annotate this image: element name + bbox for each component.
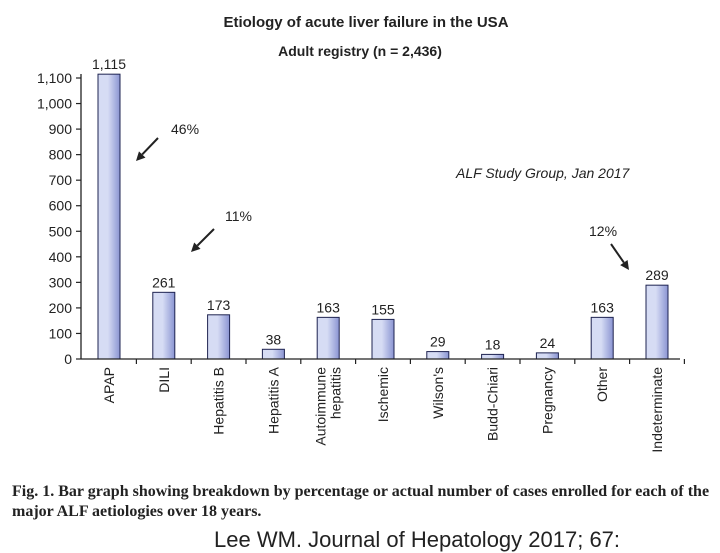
svg-text:Autoimmunehepatitis: Autoimmunehepatitis (313, 367, 344, 446)
bar-dili (152, 291, 176, 360)
y-tick-label: 800 (49, 147, 73, 163)
svg-text:Other: Other (594, 367, 610, 402)
y-tick-label: 700 (49, 172, 73, 188)
bar-value-label: 173 (207, 297, 231, 313)
svg-text:APAP: APAP (101, 367, 117, 403)
x-category-label: Autoimmunehepatitis (313, 367, 344, 446)
annotations-group: 46% 11% 12% (136, 121, 629, 270)
x-category-label: DILI (156, 367, 172, 393)
bar-value-label: 289 (645, 267, 669, 283)
bar-hepatitis-b (207, 314, 231, 360)
y-tick-label: 500 (49, 223, 73, 239)
svg-text:Wilson's: Wilson's (430, 367, 446, 419)
annotation-12-percent-text: 12% (589, 223, 617, 239)
bar-value-label: 18 (485, 336, 501, 352)
y-tick-label: 900 (49, 121, 73, 137)
bar-wilson-s (426, 351, 450, 360)
x-category-label: APAP (101, 367, 117, 403)
bar-value-label: 163 (317, 299, 341, 315)
bar-value-label: 24 (540, 335, 556, 351)
x-category-label: Budd-Chiari (485, 367, 501, 441)
svg-text:DILI: DILI (156, 367, 172, 393)
annotation-46-percent-arrow-line (141, 137, 159, 156)
bar-hepatitis-a (261, 348, 285, 360)
annotation-12-percent-arrow-head-icon (620, 260, 629, 270)
x-axis: APAP DILI Hepatitis B Hepatitis A Autoimmune… (81, 358, 686, 453)
y-tick-label: 1,100 (37, 70, 72, 86)
bar-indeterminate (645, 284, 669, 360)
y-axis: 0 100 200 300 400 500 600 700 800 900 1,000 1,100 (37, 70, 82, 367)
x-category-label: Indeterminate (649, 367, 665, 453)
annotation-11-percent-text: 11% (225, 208, 252, 224)
annotation-46-percent-arrow-head-icon (136, 151, 146, 161)
citation: Lee WM. Journal of Hepatology 2017; 67: (214, 527, 621, 552)
annotation-11-percent-arrow-head-icon (191, 242, 201, 252)
svg-text:Hepatitis B: Hepatitis B (211, 367, 227, 435)
y-tick-label: 200 (49, 300, 73, 316)
y-tick-label: 400 (49, 249, 73, 265)
annotation-11-percent-arrow-line (196, 228, 215, 247)
annotation-12-percent-arrow-line (610, 243, 625, 264)
svg-text:Hepatitis A: Hepatitis A (265, 366, 281, 434)
bar-chart: Etiology of acute liver failure in the U… (37, 14, 686, 453)
svg-text:Ischemic: Ischemic (375, 367, 391, 422)
bar-value-label: 261 (152, 274, 176, 290)
bar-autoimmune-hepatitis (316, 316, 340, 360)
x-category-label: Pregnancy (539, 367, 555, 434)
bar-other (590, 316, 614, 360)
figure-caption: Fig. 1. Bar graph showing breakdown by p… (12, 483, 710, 520)
bar-budd-chiari (481, 353, 505, 360)
bar-value-label: 38 (266, 331, 282, 347)
y-tick-label: 600 (49, 198, 73, 214)
chart-subtitle: Adult registry (n = 2,436) (278, 43, 442, 59)
x-category-label: Other (594, 367, 610, 402)
y-tick-label: 1,000 (37, 96, 72, 112)
svg-text:Budd-Chiari: Budd-Chiari (485, 367, 501, 441)
y-tick-label: 0 (64, 351, 72, 367)
source-note: ALF Study Group, Jan 2017 (455, 165, 631, 181)
x-category-label: Ischemic (375, 367, 391, 422)
bar-value-label: 29 (430, 334, 446, 350)
bar-value-label: 163 (591, 299, 615, 315)
bar-value-label: 155 (371, 301, 395, 317)
bar-ischemic (371, 318, 395, 360)
annotation-46-percent-text: 46% (171, 121, 199, 137)
bar-value-label: 1,115 (92, 56, 126, 72)
y-tick-label: 300 (49, 274, 73, 290)
bar-apap (97, 73, 121, 360)
chart-title: Etiology of acute liver failure in the U… (223, 14, 508, 31)
x-category-label: Hepatitis A (265, 366, 281, 434)
bar-pregnancy (535, 352, 559, 360)
x-category-label: Wilson's (430, 367, 446, 419)
svg-text:Pregnancy: Pregnancy (539, 367, 555, 434)
bars-group: 1,115 261 173 38 163 155 29 18 24 163 289 (92, 56, 669, 360)
y-tick-label: 100 (49, 325, 73, 341)
svg-text:Indeterminate: Indeterminate (649, 367, 665, 453)
x-category-label: Hepatitis B (211, 367, 227, 435)
